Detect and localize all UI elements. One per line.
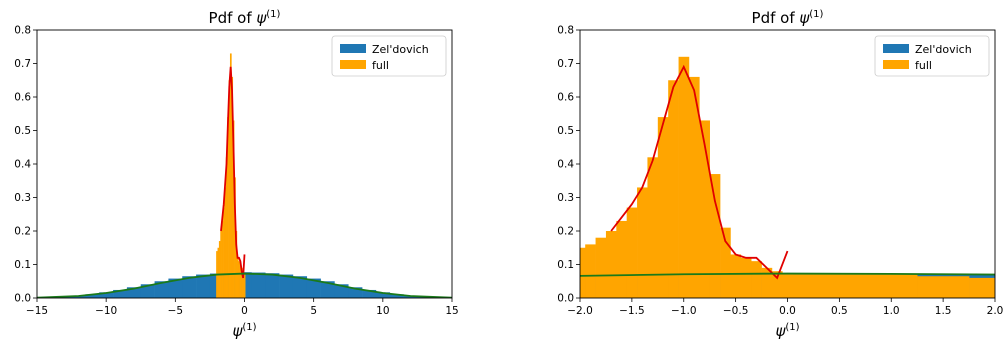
histogram-bar — [710, 174, 721, 298]
legend-swatch — [340, 44, 366, 53]
x-tick-label: 1.5 — [935, 305, 952, 317]
x-tick-label: 0.5 — [831, 305, 848, 317]
histogram-bar — [813, 275, 865, 298]
x-tick-label: −10 — [95, 305, 117, 317]
legend: Zel'dovich full — [875, 36, 989, 76]
x-tick-label: 15 — [445, 305, 458, 317]
histogram-bar — [251, 273, 265, 298]
legend-frame — [332, 36, 446, 76]
chart-2: −2.0 −1.5 −1.0 −0.5 0.0 0.5 1.0 1.5 2.0 0.0 0.1 0.2… — [554, 9, 1005, 340]
x-axis-label: ψ(1) — [775, 322, 799, 340]
x-tick-label: −0.5 — [723, 305, 749, 317]
plot-area — [30, 53, 459, 298]
histogram-bar — [658, 117, 669, 298]
y-tick-label: 0.4 — [14, 159, 31, 171]
legend-label: Zel'dovich — [372, 43, 429, 56]
histogram-bar — [741, 258, 752, 298]
x-tick-label: 2.0 — [987, 305, 1004, 317]
y-tick-label: 0.1 — [557, 259, 574, 271]
y-tick-label: 0.3 — [14, 192, 31, 204]
y-tick-label: 0.0 — [14, 293, 31, 305]
x-tick-label: 10 — [376, 305, 389, 317]
histogram-bar — [627, 208, 638, 298]
legend-swatch — [883, 44, 909, 53]
x-tick-label: −1.0 — [671, 305, 697, 317]
histogram-bar — [679, 57, 690, 298]
chart-1: −15 −10 −5 0 5 10 15 0.0 0.1 0.2 0.3 0.4 0.5 0.6 0.7 0.… — [14, 9, 459, 340]
y-tick-label: 0.0 — [557, 293, 574, 305]
y-tick-label: 0.4 — [557, 159, 574, 171]
y-tick-label: 0.5 — [557, 125, 574, 137]
chart-title: Pdf of ψ(1) — [209, 9, 281, 27]
y-tick-label: 0.6 — [557, 92, 574, 104]
legend-label: full — [372, 59, 389, 72]
x-tick-label: −5 — [168, 305, 183, 317]
y-tick-label: 0.8 — [14, 25, 31, 37]
legend: Zel'dovich full — [332, 36, 446, 76]
histogram-bar — [668, 80, 679, 298]
y-tick-label: 0.8 — [557, 25, 574, 37]
histogram-bar — [265, 273, 279, 298]
histogram-bar — [196, 275, 210, 298]
histogram-bar — [730, 254, 741, 298]
series-full — [575, 57, 1005, 298]
legend-label: full — [915, 59, 932, 72]
legend-swatch — [883, 60, 909, 69]
y-tick-label: 0.2 — [557, 226, 574, 238]
y-tick-label: 0.6 — [14, 92, 31, 104]
x-tick-label: 5 — [310, 305, 317, 317]
y-tick-label: 0.7 — [557, 58, 574, 70]
y-tick-label: 0.2 — [14, 226, 31, 238]
y-tick-label: 0.5 — [14, 125, 31, 137]
x-tick-label: −15 — [26, 305, 48, 317]
histogram-bar — [647, 157, 658, 298]
x-tick-label: 0 — [241, 305, 248, 317]
histogram-bar — [865, 275, 917, 298]
legend-frame — [875, 36, 989, 76]
legend-swatch — [340, 60, 366, 69]
x-tick-label: −2.0 — [567, 305, 593, 317]
histogram-bar — [751, 261, 762, 298]
histogram-bar — [917, 276, 969, 298]
plot-area — [554, 57, 1005, 298]
x-tick-label: 0.0 — [779, 305, 796, 317]
x-tick-label: 1.0 — [883, 305, 900, 317]
legend-label: Zel'dovich — [915, 43, 972, 56]
histogram-bar — [616, 221, 627, 298]
histogram-bar — [585, 244, 596, 298]
chart-title: Pdf of ψ(1) — [752, 9, 824, 27]
y-tick-label: 0.7 — [14, 58, 31, 70]
histogram-bar — [244, 275, 246, 298]
histogram-bar — [279, 275, 293, 298]
y-tick-label: 0.1 — [14, 259, 31, 271]
histogram-bar — [606, 231, 617, 298]
histogram-bar — [969, 278, 1005, 298]
x-axis-label: ψ(1) — [232, 322, 256, 340]
x-tick-label: −1.5 — [619, 305, 645, 317]
histogram-bar — [596, 238, 607, 298]
y-tick-label: 0.3 — [557, 192, 574, 204]
histogram-bar — [637, 187, 648, 298]
histogram-bar — [782, 275, 813, 298]
